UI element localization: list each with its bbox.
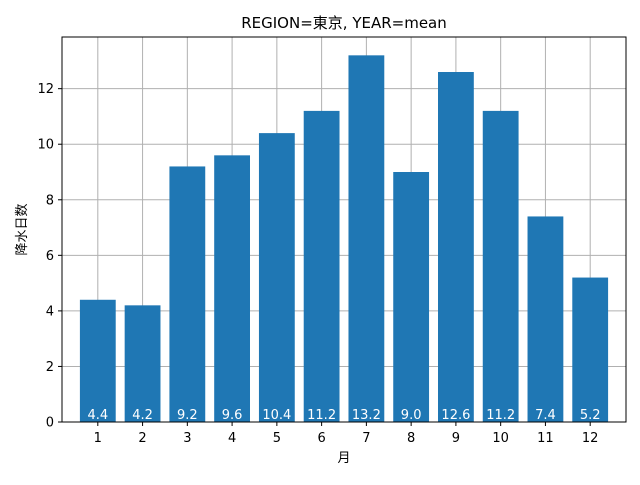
data-label: 9.0 xyxy=(401,408,422,423)
data-labels: 4.4 4.2 9.2 9.6 10.4 11.2 13.2 9.0 12.6 11.2 7.4 5.… xyxy=(87,408,600,423)
bar xyxy=(393,172,430,422)
y-axis-ticks: 0 2 4 6 8 10 12 xyxy=(37,82,62,431)
bar xyxy=(124,305,161,422)
chart-title: REGION=東京, YEAR=mean xyxy=(241,14,447,32)
y-tick-label: 2 xyxy=(46,360,54,375)
data-label: 13.2 xyxy=(352,408,381,423)
x-tick-label: 5 xyxy=(273,431,281,446)
data-label: 10.4 xyxy=(262,408,291,423)
x-tick-label: 2 xyxy=(138,431,146,446)
y-tick-label: 10 xyxy=(37,138,54,153)
x-tick-label: 10 xyxy=(492,431,509,446)
bar xyxy=(303,110,340,422)
data-label: 11.2 xyxy=(486,408,515,423)
data-label: 7.4 xyxy=(535,408,556,423)
y-tick-label: 0 xyxy=(46,416,54,431)
x-tick-label: 1 xyxy=(94,431,102,446)
x-tick-label: 4 xyxy=(228,431,236,446)
data-label: 9.2 xyxy=(177,408,198,423)
x-tick-label: 3 xyxy=(183,431,191,446)
bars xyxy=(79,55,609,423)
y-tick-label: 8 xyxy=(46,193,54,208)
axes-frame xyxy=(61,36,627,423)
x-tick-label: 8 xyxy=(407,431,415,446)
bar xyxy=(258,133,295,422)
data-label: 12.6 xyxy=(441,408,470,423)
y-tick-label: 12 xyxy=(37,82,54,97)
x-tick-label: 11 xyxy=(537,431,554,446)
y-axis-label: 降水日数 xyxy=(15,203,30,255)
y-tick-label: 6 xyxy=(46,249,54,264)
bar xyxy=(79,299,116,422)
bar xyxy=(482,110,519,422)
data-label: 4.2 xyxy=(132,408,153,423)
x-axis-label: 月 xyxy=(337,451,350,466)
bar xyxy=(169,166,206,422)
bar xyxy=(527,216,564,422)
x-tick-label: 6 xyxy=(317,431,325,446)
data-label: 11.2 xyxy=(307,408,336,423)
x-tick-label: 7 xyxy=(362,431,370,446)
data-label: 9.6 xyxy=(222,408,243,423)
data-label: 5.2 xyxy=(580,408,601,423)
bar xyxy=(438,72,474,422)
bar xyxy=(572,277,609,422)
x-tick-label: 9 xyxy=(452,431,460,446)
data-label: 4.4 xyxy=(87,408,108,423)
y-tick-label: 4 xyxy=(46,304,54,319)
bar xyxy=(214,155,250,423)
x-axis-ticks: 1 2 3 4 5 6 7 8 9 10 11 12 xyxy=(94,422,599,446)
bar xyxy=(348,55,385,422)
x-tick-label: 12 xyxy=(582,431,599,446)
